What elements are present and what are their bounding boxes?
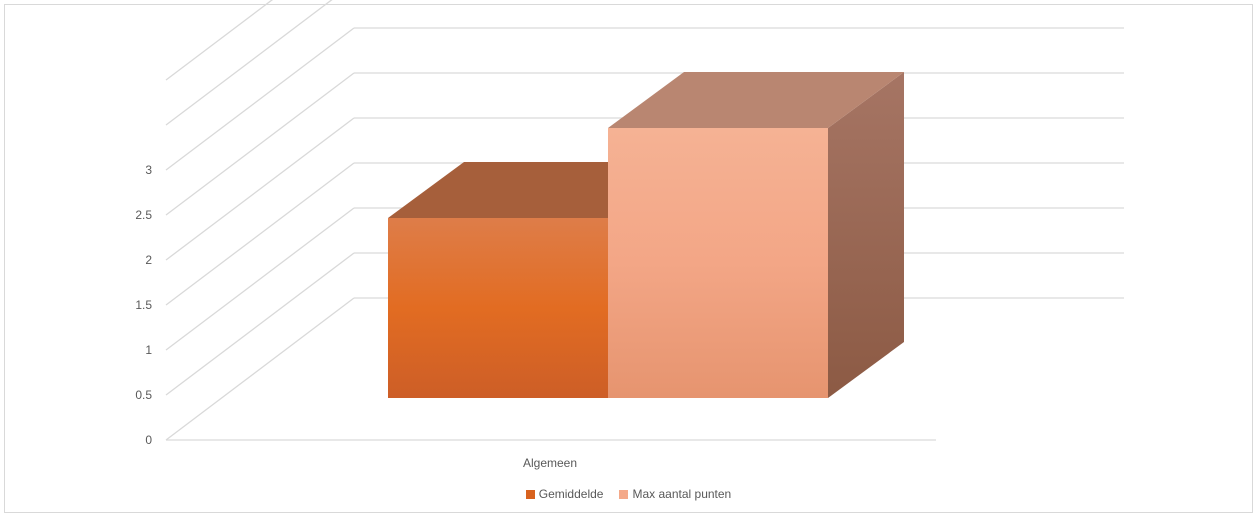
legend-label-gemiddelde: Gemiddelde — [538, 487, 604, 501]
bar-max-aantal-punten — [608, 72, 904, 398]
y-tick-label: 2.5 — [135, 208, 152, 222]
y-tick-label: 3 — [145, 163, 152, 177]
legend-item-max-aantal-punten: Max aantal punten — [619, 487, 731, 501]
legend-swatch-gemiddelde — [525, 489, 535, 499]
axis-labels: 0 0.5 1 1.5 2 2.5 3 Algemeen — [135, 163, 577, 470]
chart-frame — [4, 4, 1253, 513]
bar-front — [608, 128, 828, 398]
gridline-side — [165, 162, 355, 306]
gridline-side — [165, 0, 333, 126]
bar-front — [388, 218, 608, 398]
bar-side — [828, 72, 904, 398]
y-tick-label: 1 — [145, 343, 152, 357]
gridline-side — [165, 72, 355, 216]
legend-swatch-max-aantal-punten — [619, 489, 629, 499]
gridline-side — [165, 252, 355, 396]
bars — [388, 72, 904, 398]
gridline-side — [165, 207, 355, 351]
x-category-label: Algemeen — [523, 456, 577, 470]
gridline-side — [165, 297, 355, 441]
legend-label-max-aantal-punten: Max aantal punten — [632, 487, 732, 501]
y-tick-label: 0.5 — [135, 388, 152, 402]
y-tick-label: 0 — [145, 433, 152, 447]
gridline-side — [165, 117, 355, 261]
bar-top — [608, 72, 904, 128]
legend-item-gemiddelde: Gemiddelde — [525, 487, 604, 501]
gridline-side — [165, 0, 273, 81]
y-tick-label: 2 — [145, 253, 152, 267]
legend: Gemiddelde Max aantal punten — [0, 487, 1257, 501]
y-tick-label: 1.5 — [135, 298, 152, 312]
gridline-side — [165, 27, 355, 171]
